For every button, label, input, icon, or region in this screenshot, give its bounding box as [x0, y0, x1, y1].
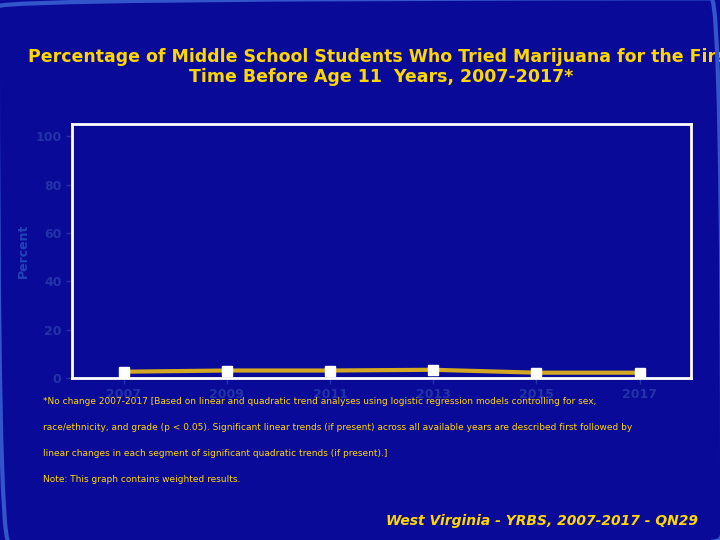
Text: race/ethnicity, and grade (p < 0.05). Significant linear trends (if present) acr: race/ethnicity, and grade (p < 0.05). Si… [43, 423, 632, 432]
Text: linear changes in each segment of significant quadratic trends (if present).]: linear changes in each segment of signif… [43, 449, 387, 458]
Y-axis label: Percent: Percent [17, 224, 30, 278]
Text: Percentage of Middle School Students Who Tried Marijuana for the First
Time Befo: Percentage of Middle School Students Who… [28, 48, 720, 86]
Text: West Virginia - YRBS, 2007-2017 - QN29: West Virginia - YRBS, 2007-2017 - QN29 [387, 514, 698, 528]
Text: Note: This graph contains weighted results.: Note: This graph contains weighted resul… [43, 475, 240, 484]
Text: *No change 2007-2017 [Based on linear and quadratic trend analyses using logisti: *No change 2007-2017 [Based on linear an… [43, 397, 597, 406]
